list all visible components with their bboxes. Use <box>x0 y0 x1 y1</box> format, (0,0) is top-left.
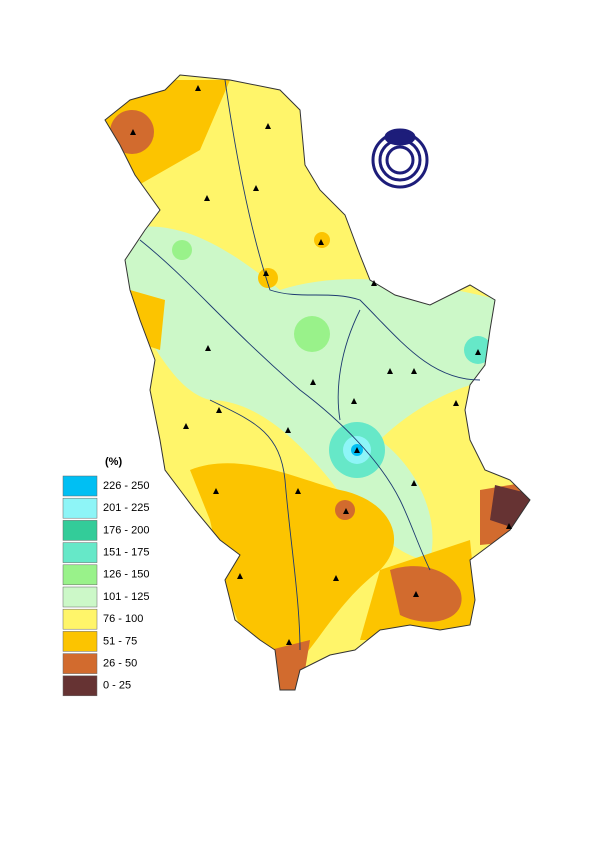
logo <box>371 128 429 189</box>
legend-title: (%) <box>105 456 122 468</box>
legend: (%) 226 - 250 201 - 225 176 - 200 151 - 175… <box>62 456 149 697</box>
legend-label: 201 - 225 <box>103 502 149 514</box>
legend-label: 51 - 75 <box>103 635 137 647</box>
legend-label: 76 - 100 <box>103 613 143 625</box>
legend-label: 126 - 150 <box>103 569 149 581</box>
legend-swatch <box>62 631 98 652</box>
legend-label: 101 - 125 <box>103 591 149 603</box>
legend-swatch <box>62 608 98 630</box>
stations <box>130 85 512 645</box>
legend-swatch <box>62 542 98 563</box>
legend-swatch <box>62 497 98 519</box>
legend-swatch <box>62 564 98 586</box>
legend-label: 226 - 250 <box>103 480 149 492</box>
legend-swatch <box>62 653 98 674</box>
legend-label: 151 - 175 <box>103 547 149 559</box>
legend-swatch <box>62 475 98 497</box>
legend-label: 0 - 25 <box>103 680 131 692</box>
border <box>104 74 531 691</box>
rivers <box>139 79 481 651</box>
legend-swatch <box>62 675 98 697</box>
legend-swatch <box>62 520 98 541</box>
legend-label: 176 - 200 <box>103 524 149 536</box>
precipitation-map <box>105 75 530 690</box>
legend-swatch <box>62 586 98 608</box>
legend-label: 26 - 50 <box>103 658 137 670</box>
